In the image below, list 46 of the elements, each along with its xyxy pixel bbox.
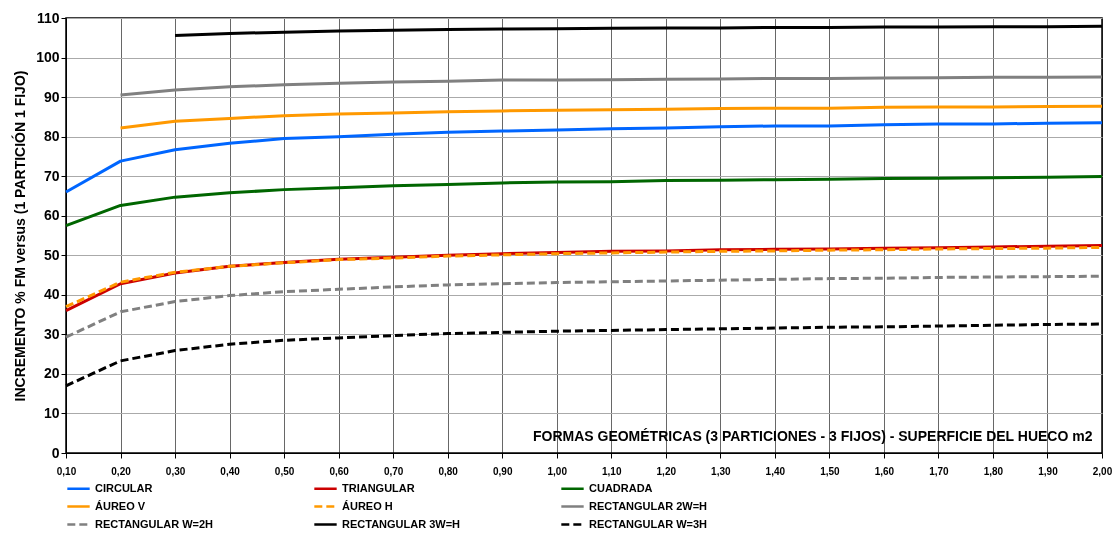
x-tick-label: 1,70 bbox=[929, 465, 950, 477]
x-tick-label: 0,30 bbox=[165, 465, 186, 477]
x-tick-label: 0,10 bbox=[56, 465, 77, 477]
x-tick-label: 1,60 bbox=[874, 465, 895, 477]
y-tick-label: 80 bbox=[43, 128, 60, 145]
legend-label: RECTANGULAR W=2H bbox=[95, 517, 214, 530]
x-tick-label: 2,00 bbox=[1092, 465, 1113, 477]
y-tick-label: 50 bbox=[43, 246, 60, 263]
line-series bbox=[119, 104, 1104, 130]
x-tick-label: 1,80 bbox=[983, 465, 1004, 477]
x-tick-label: 0,80 bbox=[438, 465, 459, 477]
x-tick-label: 0,90 bbox=[492, 465, 513, 477]
legend-label: TRIANGULAR bbox=[342, 481, 415, 494]
y-tick-label: 60 bbox=[43, 207, 60, 224]
legend-label: RECTANGULAR 2W=H bbox=[589, 499, 708, 512]
y-tick-label: 30 bbox=[43, 325, 60, 342]
x-tick-label: 1,90 bbox=[1038, 465, 1059, 477]
x-tick-label: 0,50 bbox=[274, 465, 295, 477]
line-series bbox=[64, 175, 1104, 228]
legend-label: CUADRADA bbox=[589, 481, 653, 494]
x-tick-label: 0,70 bbox=[383, 465, 404, 477]
y-tick-label: 100 bbox=[36, 49, 60, 66]
y-tick-label: 40 bbox=[43, 286, 60, 303]
line-series bbox=[119, 75, 1104, 97]
y-tick-label: 90 bbox=[43, 88, 60, 105]
x-tick-label: 1,20 bbox=[656, 465, 677, 477]
x-tick-label: 1,10 bbox=[602, 465, 622, 477]
x-tick-label: 1,40 bbox=[765, 465, 786, 477]
y-axis-title: INCREMENTO % FM versus (1 PARTICIÓN 1 FIJO) bbox=[11, 70, 29, 402]
y-tick-label: 70 bbox=[43, 167, 60, 184]
y-tick-label: 10 bbox=[43, 404, 60, 421]
x-tick-label: 0,20 bbox=[111, 465, 132, 477]
x-tick-label: 1,30 bbox=[711, 465, 731, 477]
legend-label: ÁUREO H bbox=[342, 499, 393, 512]
y-tick-label: 110 bbox=[36, 9, 60, 26]
legend-label: CIRCULAR bbox=[95, 481, 153, 494]
x-tick-label: 0,40 bbox=[220, 465, 241, 477]
x-tick-label: 0,60 bbox=[329, 465, 350, 477]
y-tick-label: 20 bbox=[43, 365, 60, 382]
x-tick-label: 1,00 bbox=[547, 465, 568, 477]
legend-label: ÁUREO V bbox=[95, 499, 146, 512]
legend-label: RECTANGULAR 3W=H bbox=[342, 517, 461, 530]
legend-label: RECTANGULAR W=3H bbox=[589, 517, 708, 530]
y-tick-label: 0 bbox=[51, 444, 60, 461]
x-tick-label: 1,50 bbox=[820, 465, 841, 477]
line-series bbox=[64, 121, 1104, 194]
